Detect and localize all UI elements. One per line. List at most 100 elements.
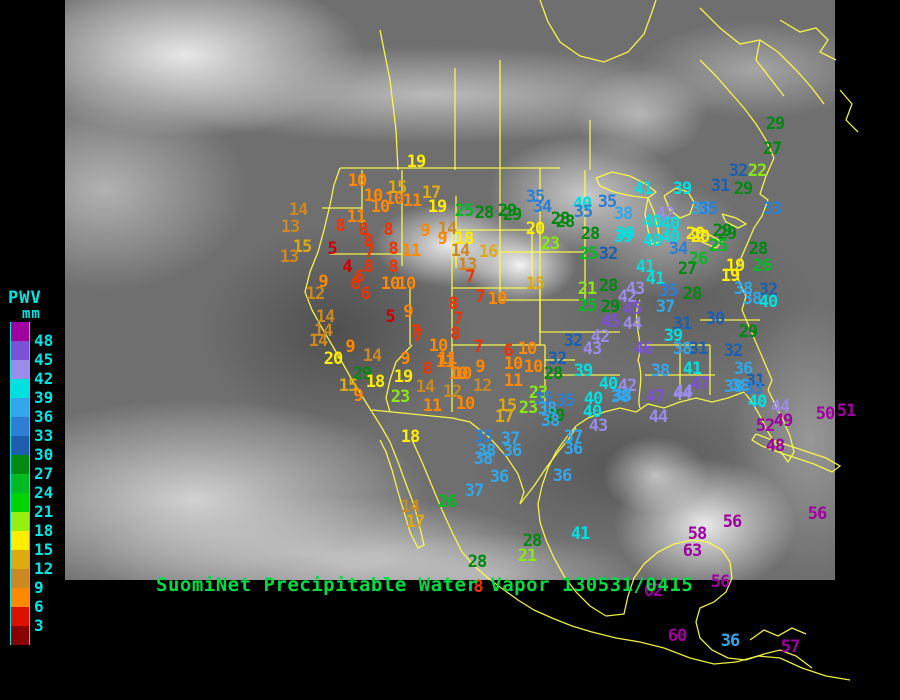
station-pwv-value: 9 bbox=[420, 221, 430, 242]
atlantic-coastline bbox=[735, 157, 775, 391]
station-pwv-value: 9 bbox=[400, 349, 410, 370]
station-pwv-value: 48 bbox=[765, 436, 786, 457]
station-pwv-value: 27 bbox=[762, 139, 783, 160]
station-pwv-value: 30 bbox=[705, 309, 726, 330]
station-pwv-value: 29 bbox=[352, 364, 373, 385]
station-pwv-value: 14 bbox=[450, 241, 471, 262]
station-pwv-value: 27 bbox=[677, 259, 698, 280]
station-pwv-value: 7 bbox=[410, 322, 420, 343]
station-pwv-value: 38 bbox=[672, 339, 693, 360]
station-pwv-value: 10 bbox=[487, 289, 508, 310]
station-pwv-value: 10 bbox=[347, 171, 368, 192]
station-pwv-value: 44 bbox=[622, 314, 643, 335]
station-pwv-value: 40 bbox=[660, 214, 681, 235]
station-pwv-value: 40 bbox=[642, 212, 663, 233]
legend-color-box bbox=[10, 569, 30, 588]
station-pwv-value: 15 bbox=[338, 376, 359, 397]
station-pwv-value: 10 bbox=[448, 364, 469, 385]
station-pwv-value: 38 bbox=[723, 377, 744, 398]
legend-color-box bbox=[10, 341, 30, 360]
legend-color-box bbox=[10, 436, 30, 455]
province-borders bbox=[379, 29, 591, 171]
station-pwv-value: 9 bbox=[475, 357, 485, 378]
station-pwv-value: 44 bbox=[648, 407, 669, 428]
station-pwv-value: 17 bbox=[405, 512, 426, 533]
station-pwv-value: 19 bbox=[393, 367, 414, 388]
station-pwv-value: 29 bbox=[738, 322, 759, 343]
station-pwv-value: 39 bbox=[573, 361, 594, 382]
station-pwv-value: 7 bbox=[473, 337, 483, 358]
station-pwv-value: 43 bbox=[588, 416, 609, 437]
legend-color-box bbox=[10, 531, 30, 550]
station-pwv-value: 11 bbox=[435, 352, 456, 373]
hudson-bay bbox=[539, 0, 657, 63]
station-pwv-value: 9 bbox=[318, 272, 328, 293]
station-pwv-value: 35 bbox=[555, 391, 576, 412]
station-pwv-value: 10 bbox=[517, 339, 538, 360]
state-borders-west bbox=[322, 168, 586, 332]
legend-color-box bbox=[10, 588, 30, 607]
station-pwv-value: 47 bbox=[645, 387, 666, 408]
station-pwv-value: 12 bbox=[472, 376, 493, 397]
station-pwv-value: 42 bbox=[590, 327, 611, 348]
station-pwv-value: 28 bbox=[598, 276, 619, 297]
station-pwv-value: 10 bbox=[455, 394, 476, 415]
station-pwv-value: 11 bbox=[422, 396, 443, 417]
station-pwv-value: 40 bbox=[660, 227, 681, 248]
baja-peninsula bbox=[371, 411, 425, 549]
station-pwv-value: 57 bbox=[780, 637, 801, 658]
station-pwv-value: 56 bbox=[807, 504, 828, 525]
station-pwv-value: 38 bbox=[733, 279, 754, 300]
station-pwv-value: 25 bbox=[578, 244, 599, 265]
station-pwv-value: 14 bbox=[288, 200, 309, 221]
station-pwv-value: 29 bbox=[765, 114, 786, 135]
station-pwv-value: 8 bbox=[388, 257, 398, 278]
station-pwv-value: 39 bbox=[615, 224, 636, 245]
station-pwv-value: 56 bbox=[710, 572, 731, 593]
station-pwv-value: 31 bbox=[710, 176, 731, 197]
legend-color-box bbox=[10, 398, 30, 417]
station-pwv-value: 26 bbox=[688, 249, 709, 270]
station-pwv-value: 32 bbox=[547, 349, 568, 370]
station-pwv-value: 35 bbox=[525, 187, 546, 208]
station-pwv-value: 41 bbox=[635, 257, 656, 278]
station-pwv-value: 38 bbox=[473, 449, 494, 470]
station-pwv-value: 17 bbox=[494, 407, 515, 428]
legend-tick-label: 39 bbox=[34, 388, 54, 407]
legend-color-box bbox=[10, 417, 30, 436]
station-pwv-value: 8 bbox=[383, 220, 393, 241]
station-pwv-value: 7 bbox=[413, 326, 423, 347]
station-pwv-value: 50 bbox=[815, 404, 836, 425]
station-pwv-value: 25 bbox=[577, 296, 598, 317]
station-pwv-value: 45 bbox=[622, 299, 643, 320]
station-pwv-value: 15 bbox=[292, 237, 313, 258]
station-pwv-value: 49 bbox=[773, 411, 794, 432]
lake-michigan bbox=[644, 197, 661, 245]
station-pwv-value: 38 bbox=[613, 204, 634, 225]
florida-peninsula bbox=[743, 389, 795, 464]
gulf-coastline bbox=[575, 391, 745, 427]
canada-maritime-coast2 bbox=[699, 39, 785, 159]
station-pwv-value: 41 bbox=[633, 179, 654, 200]
station-pwv-value: 14 bbox=[315, 307, 336, 328]
station-pwv-value: 5 bbox=[385, 307, 395, 328]
station-pwv-value: 14 bbox=[437, 219, 458, 240]
station-pwv-value: 6 bbox=[354, 267, 364, 288]
station-pwv-value: 29 bbox=[717, 224, 738, 245]
station-pwv-value: 7 bbox=[475, 287, 485, 308]
legend-tick-label: 33 bbox=[34, 426, 54, 445]
station-pwv-value: 7 bbox=[364, 242, 374, 263]
us-mexico-border bbox=[371, 409, 577, 505]
legend-tick-label: 24 bbox=[34, 483, 54, 502]
station-pwv-value: 31 bbox=[672, 314, 693, 335]
station-pwv-value: 35 bbox=[473, 427, 494, 448]
station-pwv-value: 29 bbox=[497, 201, 518, 222]
station-pwv-value: 56 bbox=[722, 512, 743, 533]
station-pwv-value: 36 bbox=[502, 441, 523, 462]
station-pwv-value: 40 bbox=[747, 392, 768, 413]
station-pwv-value: 11 bbox=[346, 207, 367, 228]
legend-tick-label: 6 bbox=[34, 597, 44, 616]
station-pwv-value: 31 bbox=[688, 339, 709, 360]
station-pwv-value: 42 bbox=[655, 204, 676, 225]
station-pwv-value: 23 bbox=[528, 383, 549, 404]
